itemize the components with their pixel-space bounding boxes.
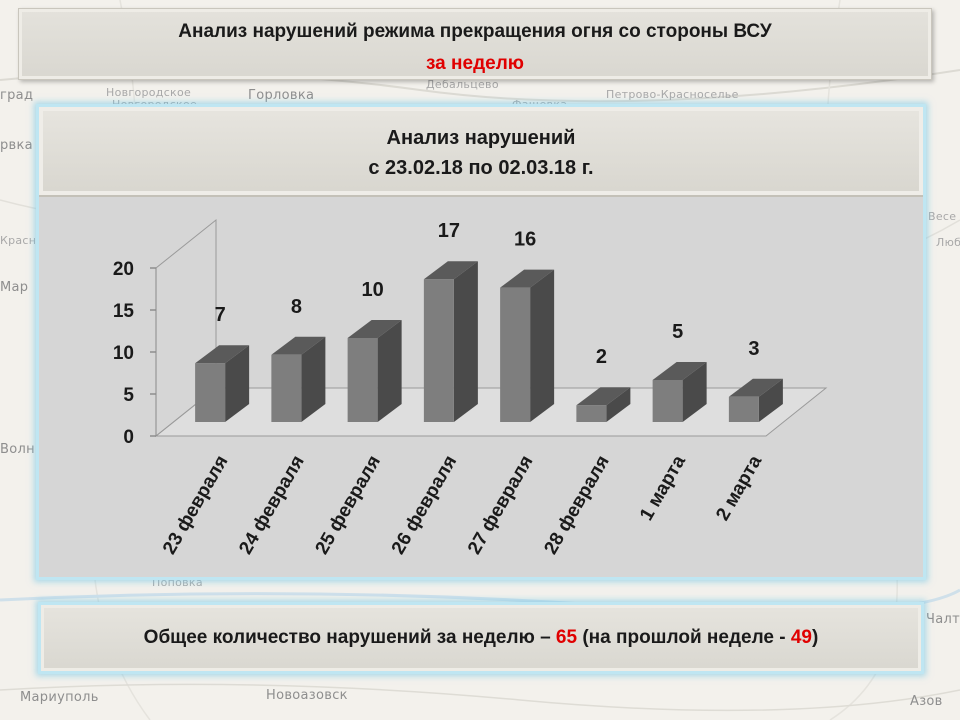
map-label-voln: Волн xyxy=(0,442,35,457)
summary-middle: (на прошлой неделе - xyxy=(577,627,791,648)
summary-previous: 49 xyxy=(790,627,812,648)
summary-suffix: ) xyxy=(811,627,819,648)
bar-top xyxy=(576,387,631,406)
bar-top xyxy=(500,269,555,288)
x-tick-label: 23 февраля xyxy=(159,452,232,558)
x-tick-label: 26 февраля xyxy=(388,452,461,558)
bar-side xyxy=(682,362,707,422)
x-tick-label: 25 февраля xyxy=(312,452,385,558)
summary-box: Общее количество нарушений за неделю – 6… xyxy=(38,602,924,674)
data-label: 5 xyxy=(672,321,683,343)
data-label: 7 xyxy=(215,304,226,326)
bar-side xyxy=(606,387,631,422)
y-tick-label: 5 xyxy=(123,385,134,406)
y-tick-label: 10 xyxy=(113,343,134,364)
bar-top xyxy=(728,378,783,397)
bar-top xyxy=(347,320,402,338)
map-label-grad: град xyxy=(0,88,34,103)
map-label-gorlovka: Горловка xyxy=(248,88,315,103)
bar xyxy=(500,287,531,422)
bar-side xyxy=(377,320,402,422)
bar-side xyxy=(758,378,783,422)
bar-top xyxy=(652,362,707,380)
bar xyxy=(195,363,226,422)
bar-chart: 0 5 10 15 20 7 23 февраля 8 24 февраля 10 25 февра… xyxy=(113,218,828,558)
data-label: 2 xyxy=(596,346,607,368)
x-tick-label: 24 февраля xyxy=(235,452,308,558)
bar-top xyxy=(195,345,250,364)
y-tick-label: 0 xyxy=(123,427,134,448)
header-banner: Анализ нарушений режима прекращения огня… xyxy=(18,8,932,80)
page-title: Анализ нарушений режима прекращения огня… xyxy=(178,21,772,42)
bar xyxy=(576,405,607,422)
map-label-debaltsevo: Дебальцево xyxy=(426,78,499,91)
summary-total: 65 xyxy=(555,627,578,648)
map-label-novoazovsk: Новоазовск xyxy=(266,688,348,703)
bar xyxy=(423,279,454,422)
x-tick-label: 1 марта xyxy=(636,452,690,525)
map-label-vese: Весе xyxy=(928,210,957,223)
chart-title: Анализ нарушений xyxy=(386,127,576,149)
y-tick-label: 15 xyxy=(113,301,135,322)
chart-date-range: с 23.02.18 по 02.03.18 г. xyxy=(368,157,594,179)
chart-panel: Анализ нарушений с 23.02.18 по 02.03.18 … xyxy=(36,104,926,580)
bar-top xyxy=(423,261,478,280)
data-label: 17 xyxy=(438,220,460,242)
bar-side xyxy=(225,345,250,422)
summary-prefix: Общее количество нарушений за неделю – xyxy=(143,627,556,648)
bar-side xyxy=(301,336,326,422)
x-tick-label: 28 февраля xyxy=(540,452,613,558)
data-label: 3 xyxy=(748,338,759,360)
map-label-chalt: Чалт xyxy=(926,612,960,627)
map-label-mariupol: Мариуполь xyxy=(20,690,99,705)
data-label: 10 xyxy=(362,279,384,301)
data-label: 16 xyxy=(514,229,536,251)
bar xyxy=(728,396,759,422)
map-label-petrovo-krasnoselie: Петрово-Красноселье xyxy=(606,88,739,101)
x-tick-label: 27 февраля xyxy=(464,452,537,558)
x-tick-label: 2 марта xyxy=(712,452,766,525)
map-label-novgorodskoe-top: Новгородское xyxy=(106,86,192,99)
y-tick-label: 20 xyxy=(113,259,134,280)
bar-side xyxy=(530,269,555,422)
summary-text: Общее количество нарушений за неделю – 6… xyxy=(41,627,921,649)
bar xyxy=(652,380,683,422)
data-label: 8 xyxy=(291,296,302,318)
bar-top xyxy=(271,336,326,355)
bar xyxy=(271,354,302,422)
chart-title-box: Анализ нарушений с 23.02.18 по 02.03.18 … xyxy=(39,107,923,197)
bar xyxy=(347,338,378,422)
map-label-krasn: Красн xyxy=(0,234,37,247)
map-label-rvka: рвка xyxy=(0,138,33,153)
map-label-azov: Азов xyxy=(910,694,943,709)
page-subtitle: за неделю xyxy=(425,53,524,74)
map-label-lyub: Люб xyxy=(936,236,960,249)
map-label-mar: Мар xyxy=(0,280,29,295)
chart-floor xyxy=(154,387,828,437)
bar-side xyxy=(453,261,478,422)
